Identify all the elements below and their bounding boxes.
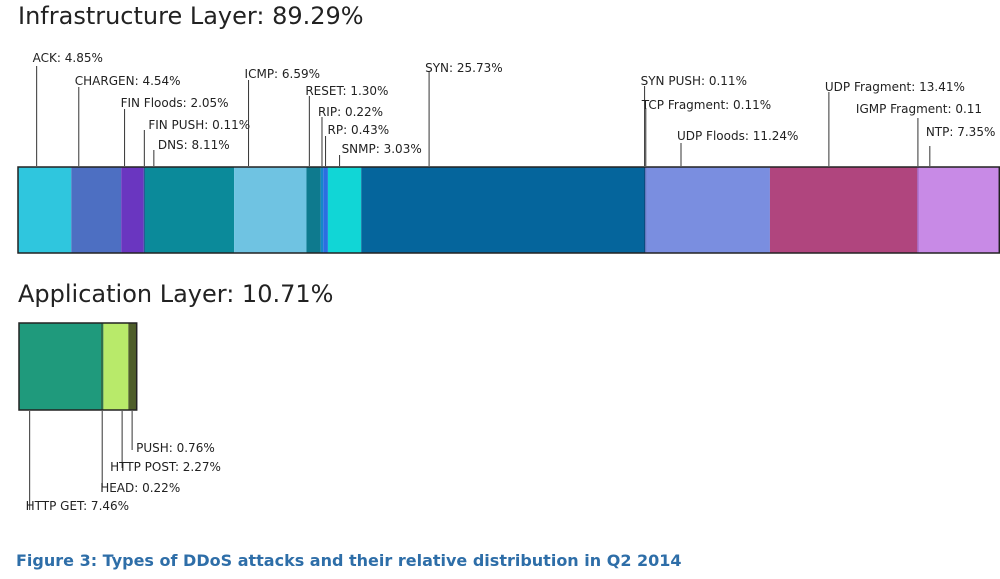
segment-dns: [144, 167, 235, 253]
infrastructure-labels: ACK: 4.85% CHARGEN: 4.54% FIN Floods: 2.05…: [33, 51, 996, 166]
label-tcp-fragment: TCP Fragment: 0.11%: [641, 98, 771, 112]
segment-chargen: [71, 167, 122, 253]
label-dns: DNS: 8.11%: [158, 138, 230, 152]
infrastructure-bar: [17, 166, 1000, 254]
label-fin-floods: FIN Floods: 2.05%: [121, 96, 229, 110]
segment-fin-push: [143, 167, 145, 253]
label-fin-push: FIN PUSH: 0.11%: [148, 118, 250, 132]
label-syn: SYN: 25.73%: [425, 61, 503, 75]
segment-http-get: [19, 323, 101, 410]
application-bar: [18, 322, 138, 411]
label-http-get: HTTP GET: 7.46%: [26, 499, 129, 513]
label-reset: RESET: 1.30%: [305, 84, 388, 98]
segment-ntp: [918, 167, 1000, 253]
bar-outline: [17, 166, 1000, 254]
segment-reset: [306, 167, 321, 253]
segment-udp-floods: [646, 167, 770, 253]
label-http-post: HTTP POST: 2.27%: [110, 460, 221, 474]
segment-snmp: [327, 167, 362, 253]
label-ack: ACK: 4.85%: [33, 51, 103, 65]
segment-fin-floods: [121, 167, 144, 253]
application-layer-title: Application Layer: 10.71%: [18, 280, 334, 308]
segment-tcp-fragment: [645, 167, 647, 253]
segment-syn: [361, 167, 644, 253]
label-rp: RP: 0.43%: [328, 123, 390, 137]
infrastructure-layer-title: Infrastructure Layer: 89.29%: [18, 2, 364, 30]
segment-head: [100, 323, 104, 410]
label-syn-push: SYN PUSH: 0.11%: [641, 74, 747, 88]
label-udp-fragment: UDP Fragment: 13.41%: [825, 80, 965, 94]
label-snmp: SNMP: 3.03%: [342, 142, 422, 156]
label-push: PUSH: 0.76%: [136, 441, 215, 455]
label-head: HEAD: 0.22%: [100, 481, 180, 495]
segment-ack: [18, 167, 72, 253]
segment-rp: [323, 167, 328, 253]
segment-rip: [320, 167, 324, 253]
figure-caption: Figure 3: Types of DDoS attacks and thei…: [16, 551, 682, 570]
bar-outline: [18, 322, 138, 411]
label-udp-floods: UDP Floods: 11.24%: [677, 129, 798, 143]
segment-udp-fragment: [769, 167, 918, 253]
segment-push: [128, 323, 137, 410]
application-labels: HTTP GET: 7.46% HEAD: 0.22% HTTP POST: 2.2…: [26, 411, 221, 513]
label-icmp: ICMP: 6.59%: [245, 67, 321, 81]
label-rip: RIP: 0.22%: [318, 105, 383, 119]
label-igmp-fragment: IGMP Fragment: 0.11: [856, 102, 982, 116]
label-ntp: NTP: 7.35%: [926, 125, 996, 139]
segment-http-post: [103, 323, 129, 410]
segment-igmp-fragment: [917, 167, 919, 253]
label-chargen: CHARGEN: 4.54%: [75, 74, 181, 88]
segment-icmp: [234, 167, 307, 253]
segment-syn-push: [643, 167, 646, 253]
